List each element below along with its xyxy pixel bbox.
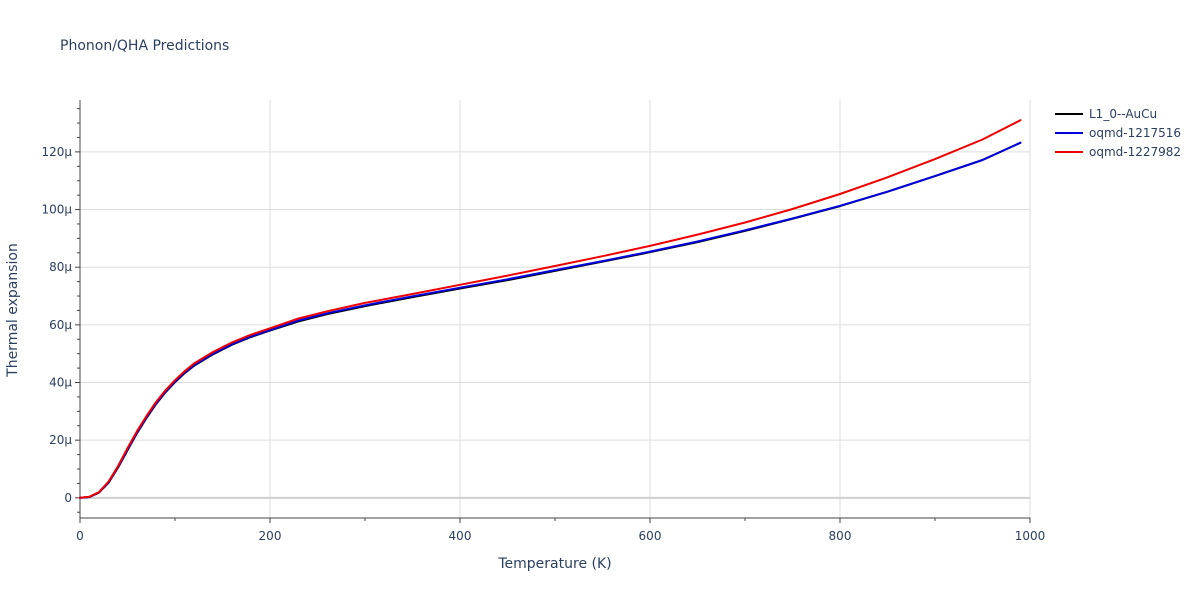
y-tick-label: 120μ <box>41 145 72 159</box>
y-axis-title: Thermal expansion <box>5 243 21 378</box>
series-line-2 <box>79 141 1022 499</box>
x-axis-title: Temperature (K) <box>497 556 611 572</box>
x-tick-label: 1000 <box>1015 529 1046 543</box>
axes: 0 200 400 600 800 1000 0 20μ 40μ 60μ 80μ 100μ 120μ <box>41 100 1045 543</box>
y-tick-label: 0 <box>64 491 72 505</box>
y-tick-label: 40μ <box>49 376 72 390</box>
y-tick-label: 20μ <box>49 433 72 447</box>
x-tick-label: 200 <box>259 529 282 543</box>
x-tick-label: 600 <box>639 529 662 543</box>
chart-title: Phonon/QHA Predictions <box>60 38 229 54</box>
series-line-1 <box>79 141 1022 499</box>
x-tick-label: 400 <box>449 529 472 543</box>
legend: L1_0--AuCu oqmd-1217516 oqmd-1227982 <box>1055 107 1181 159</box>
legend-label-3: oqmd-1227982 <box>1089 145 1181 159</box>
plot-area <box>79 119 1022 499</box>
x-tick-label: 0 <box>76 529 84 543</box>
y-tick-label: 80μ <box>49 260 72 274</box>
legend-label-2: oqmd-1217516 <box>1089 126 1181 140</box>
y-tick-label: 60μ <box>49 318 72 332</box>
grid-lines <box>80 100 1031 518</box>
legend-label-1: L1_0--AuCu <box>1089 107 1157 121</box>
y-tick-label: 100μ <box>41 203 72 217</box>
x-tick-label: 800 <box>829 529 852 543</box>
series-line-3 <box>79 119 1022 499</box>
